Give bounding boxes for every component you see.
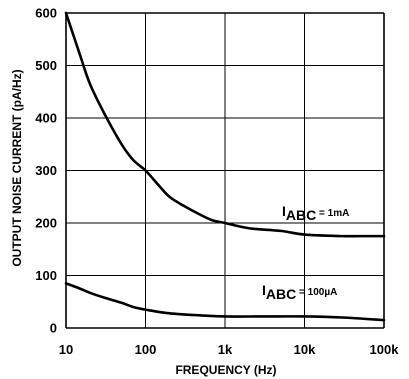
annotation-100ua: IABC = 100µA xyxy=(262,282,337,302)
y-tick-label: 600 xyxy=(35,6,57,21)
x-axis-title: FREQUENCY (Hz) xyxy=(175,363,276,377)
y-tick-label: 200 xyxy=(35,216,57,231)
x-tick-label: 10k xyxy=(294,342,316,357)
grid xyxy=(65,12,385,329)
y-tick-label: 300 xyxy=(35,163,57,178)
x-tick-label: 1k xyxy=(218,342,233,357)
annotation-1ma: IABC = 1mA xyxy=(282,203,349,223)
x-tick-label: 100 xyxy=(135,342,157,357)
curves xyxy=(64,11,386,322)
y-tick-label: 500 xyxy=(35,58,57,73)
y-axis-title: OUTPUT NOISE CURRENT (pA/Hz) xyxy=(10,69,24,266)
y-tick-label: 100 xyxy=(35,268,57,283)
y-tick-labels: 0 100 200 300 400 500 600 xyxy=(35,6,57,336)
series-line-1ma xyxy=(64,11,386,238)
x-tick-label: 100k xyxy=(370,342,400,357)
series-line-100ua xyxy=(64,282,386,322)
y-tick-label: 0 xyxy=(50,321,57,336)
x-tick-labels: 10 100 1k 10k 100k xyxy=(59,342,399,357)
x-tick-label: 10 xyxy=(59,342,73,357)
y-tick-label: 400 xyxy=(35,111,57,126)
